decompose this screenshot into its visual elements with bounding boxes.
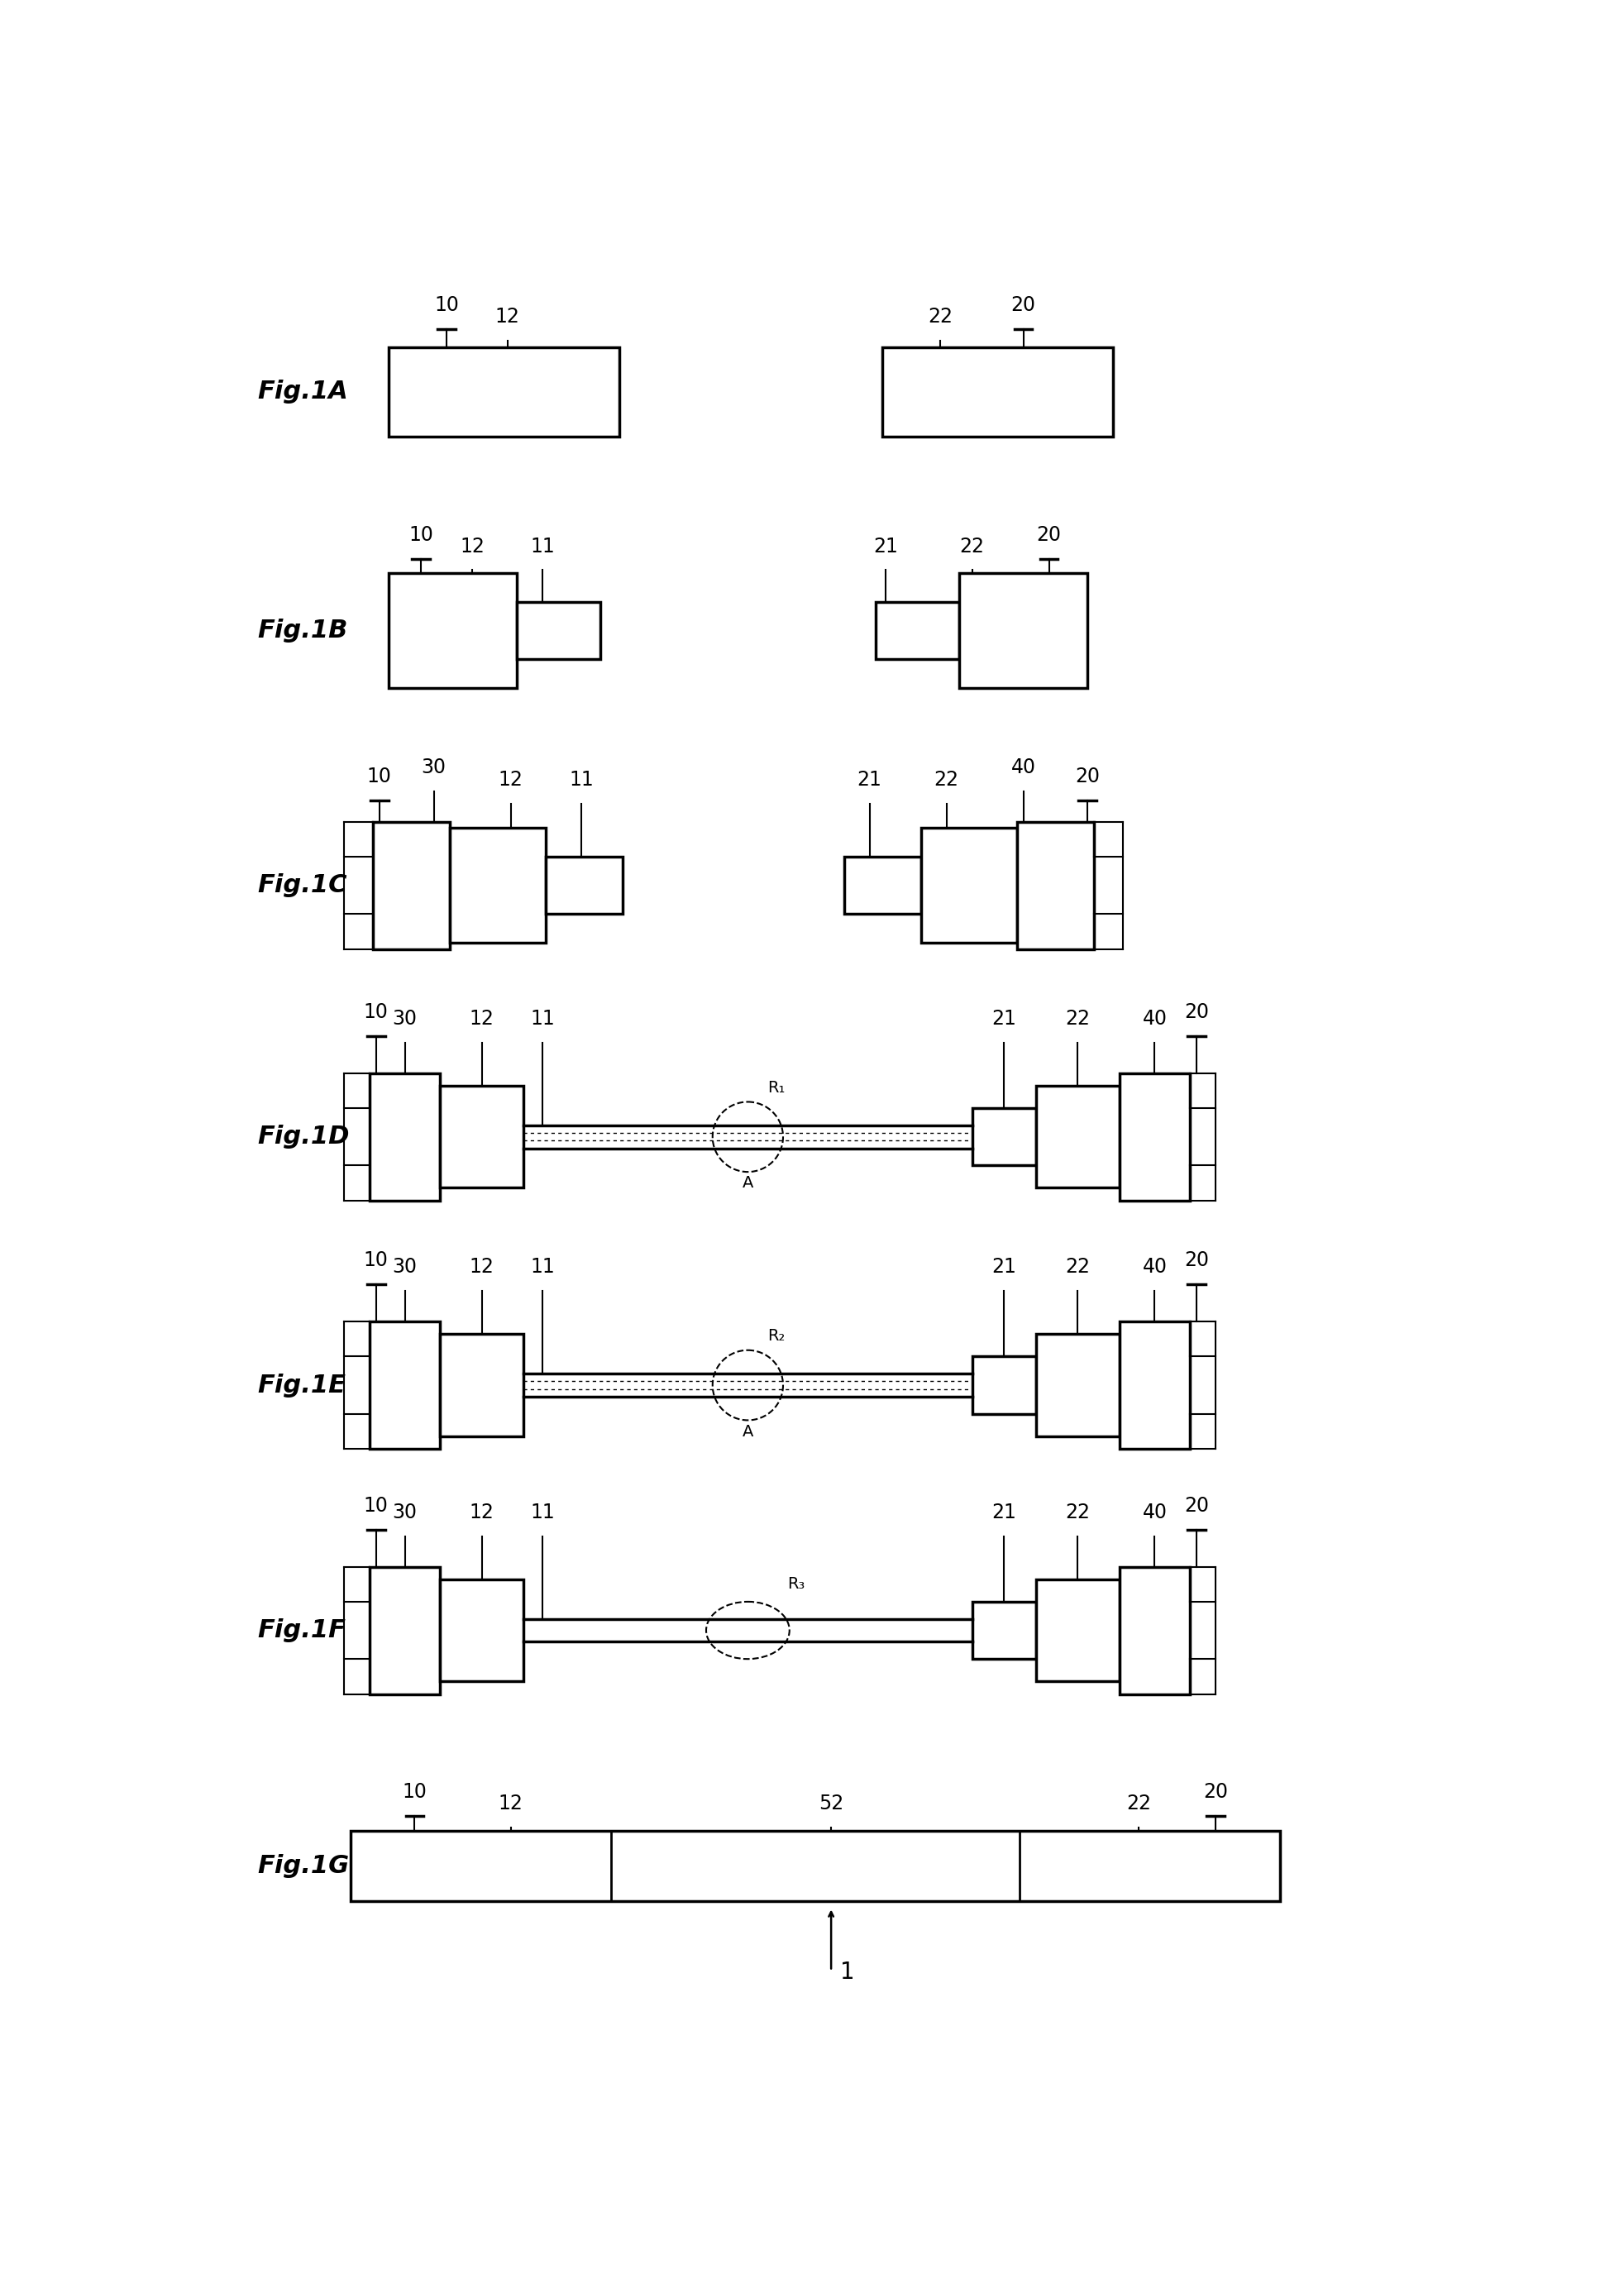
Text: 22: 22 xyxy=(934,770,958,790)
Text: 30: 30 xyxy=(421,758,447,777)
Text: 22: 22 xyxy=(960,537,984,557)
Text: 22: 22 xyxy=(1065,1256,1090,1277)
Text: 52: 52 xyxy=(818,1793,843,1813)
Text: 21: 21 xyxy=(991,1256,1017,1277)
Text: 10: 10 xyxy=(364,1252,388,1270)
Text: 21: 21 xyxy=(857,770,882,790)
Text: 12: 12 xyxy=(469,1010,494,1028)
Text: R₁: R₁ xyxy=(768,1080,784,1096)
Text: 22: 22 xyxy=(1065,1503,1090,1521)
Text: Fig.1B: Fig.1B xyxy=(258,619,348,642)
Text: 12: 12 xyxy=(469,1256,494,1277)
Bar xyxy=(388,347,619,436)
Text: 12: 12 xyxy=(499,1793,523,1813)
Text: A: A xyxy=(742,1176,754,1190)
Text: 40: 40 xyxy=(1142,1256,1166,1277)
Text: 21: 21 xyxy=(991,1010,1017,1028)
Bar xyxy=(971,1357,1036,1414)
Text: 12: 12 xyxy=(499,770,523,790)
Text: 11: 11 xyxy=(529,1256,555,1277)
Text: 10: 10 xyxy=(364,1003,388,1023)
Bar xyxy=(546,856,622,914)
Text: 11: 11 xyxy=(568,770,593,790)
Text: 10: 10 xyxy=(403,1782,427,1802)
Bar xyxy=(958,573,1086,687)
Text: 11: 11 xyxy=(529,537,555,557)
Text: Fig.1A: Fig.1A xyxy=(258,379,348,404)
Text: 30: 30 xyxy=(393,1256,417,1277)
Bar xyxy=(440,1085,523,1188)
Text: 22: 22 xyxy=(1125,1793,1150,1813)
Text: 10: 10 xyxy=(434,295,458,315)
Bar xyxy=(351,1832,1280,1900)
Bar xyxy=(1017,822,1093,950)
Text: 40: 40 xyxy=(1142,1010,1166,1028)
Bar xyxy=(971,1108,1036,1165)
Text: 11: 11 xyxy=(529,1503,555,1521)
Bar xyxy=(1036,1334,1119,1437)
Bar xyxy=(370,1322,440,1448)
Text: Fig.1E: Fig.1E xyxy=(258,1373,346,1398)
Text: Fig.1D: Fig.1D xyxy=(258,1126,349,1149)
Text: R₃: R₃ xyxy=(786,1576,804,1592)
Text: 20: 20 xyxy=(1036,525,1060,544)
Text: 12: 12 xyxy=(469,1503,494,1521)
Bar xyxy=(1119,1567,1189,1695)
Text: 10: 10 xyxy=(408,525,434,544)
Bar xyxy=(1036,1085,1119,1188)
Text: Fig.1G: Fig.1G xyxy=(258,1855,349,1877)
Text: A: A xyxy=(742,1423,754,1439)
Text: R₂: R₂ xyxy=(768,1327,784,1343)
Text: 10: 10 xyxy=(364,1496,388,1517)
Bar xyxy=(921,829,1017,943)
Bar xyxy=(875,603,958,660)
Bar xyxy=(1036,1581,1119,1681)
Text: 12: 12 xyxy=(460,537,484,557)
Text: 21: 21 xyxy=(991,1503,1017,1521)
Bar xyxy=(1119,1073,1189,1201)
Text: 20: 20 xyxy=(1075,767,1099,786)
Text: 11: 11 xyxy=(529,1010,555,1028)
Text: 10: 10 xyxy=(367,767,391,786)
Bar xyxy=(370,1567,440,1695)
Text: Fig.1F: Fig.1F xyxy=(258,1619,346,1642)
Bar xyxy=(450,829,546,943)
Text: 20: 20 xyxy=(1184,1252,1208,1270)
Text: 40: 40 xyxy=(1142,1503,1166,1521)
Bar xyxy=(971,1601,1036,1658)
Text: 40: 40 xyxy=(1010,758,1034,777)
Bar xyxy=(440,1334,523,1437)
Bar xyxy=(516,603,601,660)
Bar xyxy=(440,1581,523,1681)
Text: 12: 12 xyxy=(495,306,520,327)
Text: 22: 22 xyxy=(1065,1010,1090,1028)
Text: 20: 20 xyxy=(1184,1496,1208,1517)
Text: 21: 21 xyxy=(872,537,898,557)
Bar xyxy=(843,856,921,914)
Bar xyxy=(388,573,516,687)
Bar xyxy=(370,1073,440,1201)
Text: 20: 20 xyxy=(1203,1782,1228,1802)
Text: 22: 22 xyxy=(927,306,952,327)
Text: 30: 30 xyxy=(393,1010,417,1028)
Bar xyxy=(882,347,1112,436)
Text: 20: 20 xyxy=(1184,1003,1208,1023)
Bar xyxy=(374,822,450,950)
Text: Fig.1C: Fig.1C xyxy=(258,872,348,898)
Text: 30: 30 xyxy=(393,1503,417,1521)
Bar xyxy=(1119,1322,1189,1448)
Text: 1: 1 xyxy=(840,1960,854,1985)
Text: 20: 20 xyxy=(1010,295,1034,315)
